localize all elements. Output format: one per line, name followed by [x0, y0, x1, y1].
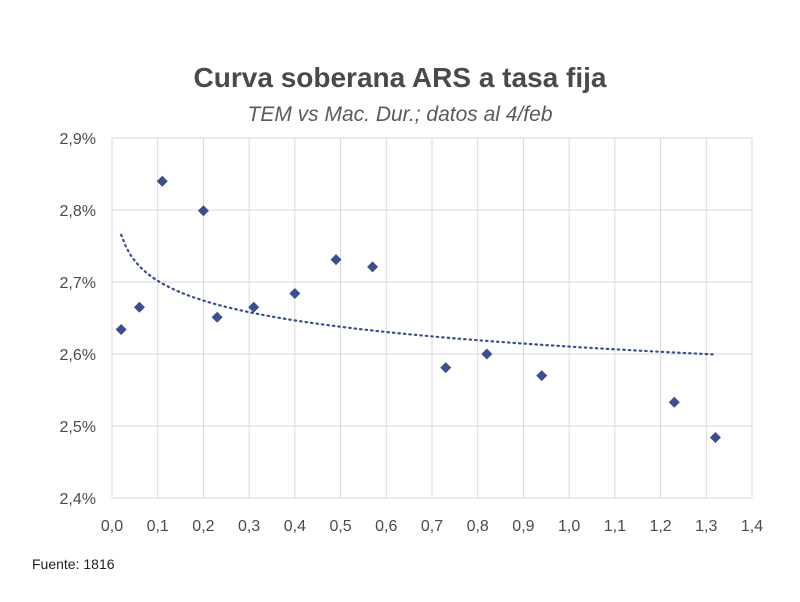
data-point	[133, 301, 145, 313]
x-tick-label: 0,2	[192, 518, 214, 535]
data-point	[330, 254, 342, 266]
source-note: Fuente: 1816	[32, 556, 115, 572]
data-point	[709, 432, 721, 444]
x-tick-label: 1,4	[741, 518, 763, 535]
x-tick-label: 0,6	[375, 518, 397, 535]
x-tick-label: 0,8	[467, 518, 489, 535]
x-axis-ticks: 0,0 0,1 0,2 0,3 0,4 0,5 0,6 0,7 0,8 0,9 1,0 1,1 1,2 1…	[101, 518, 763, 535]
chart-subtitle: TEM vs Mac. Dur.; datos al 4/feb	[247, 103, 553, 126]
y-tick-label: 2,8%	[60, 203, 96, 220]
data-point	[440, 362, 452, 374]
data-points	[115, 175, 721, 444]
data-point	[248, 301, 260, 313]
data-point	[156, 175, 168, 187]
x-tick-label: 1,0	[558, 518, 580, 535]
x-tick-label: 1,1	[604, 518, 626, 535]
y-tick-label: 2,5%	[60, 419, 96, 436]
y-tick-label: 2,6%	[60, 347, 96, 364]
data-point	[115, 324, 127, 336]
y-tick-label: 2,9%	[60, 131, 96, 148]
data-point	[211, 311, 223, 323]
x-tick-label: 1,3	[695, 518, 717, 535]
grid-lines	[111, 137, 753, 499]
x-tick-label: 0,7	[421, 518, 443, 535]
data-point	[367, 261, 379, 273]
trendline	[120, 233, 717, 356]
data-point	[481, 348, 493, 360]
x-tick-label: 0,3	[238, 518, 260, 535]
x-tick-label: 0,9	[512, 518, 534, 535]
y-tick-label: 2,7%	[60, 275, 96, 292]
x-tick-label: 0,0	[101, 518, 123, 535]
y-tick-label: 2,4%	[60, 491, 96, 508]
x-tick-label: 0,1	[147, 518, 169, 535]
data-point	[536, 370, 548, 382]
x-tick-label: 0,4	[284, 518, 306, 535]
data-point	[668, 396, 680, 408]
y-axis-ticks: 2,9% 2,8% 2,7% 2,6% 2,5% 2,4%	[60, 131, 96, 508]
data-point	[197, 205, 209, 217]
x-tick-label: 1,2	[649, 518, 671, 535]
x-tick-label: 0,5	[329, 518, 351, 535]
data-point	[289, 288, 301, 300]
chart-title: Curva soberana ARS a tasa fija	[193, 62, 607, 93]
